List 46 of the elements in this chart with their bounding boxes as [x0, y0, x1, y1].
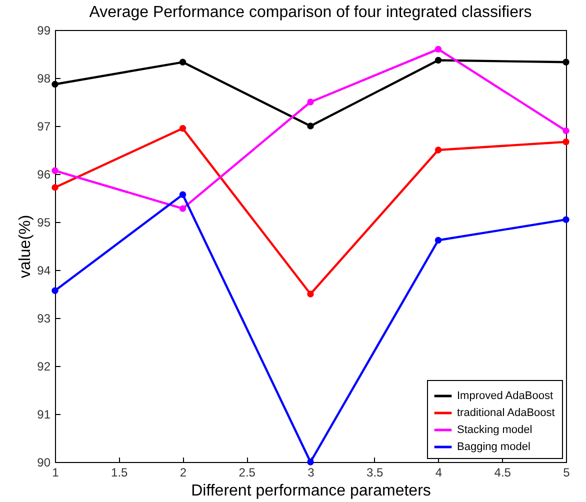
point [179, 58, 186, 66]
point [562, 216, 570, 223]
x-tick-label: 2 [180, 466, 187, 480]
legend-label: Improved AdaBoost [457, 390, 554, 402]
chart-title: Average Performance comparison of four integrated classifiers [89, 4, 532, 21]
point [562, 138, 570, 146]
y-axis-title: value(%) [17, 214, 34, 278]
point [434, 146, 442, 154]
y-tick-label: 92 [37, 360, 51, 374]
x-tick-label: 4 [435, 466, 442, 480]
point [52, 287, 58, 294]
point [179, 191, 186, 198]
legend-label: Bagging model [457, 441, 530, 453]
y-tick-label: 93 [37, 312, 51, 326]
point [562, 58, 570, 66]
point [562, 127, 570, 134]
x-tick-label: 2.5 [238, 466, 256, 480]
y-tick-label: 99 [37, 24, 51, 38]
x-tick-label: 1 [52, 466, 60, 480]
y-tick-label: 98 [37, 72, 51, 86]
y-tick-label: 97 [37, 120, 51, 134]
point [179, 205, 186, 212]
x-tick-label: 5 [563, 466, 570, 480]
point [307, 122, 314, 130]
point [307, 458, 314, 466]
point [434, 46, 442, 53]
y-tick-label: 95 [37, 216, 51, 230]
x-tick-label: 3 [308, 466, 315, 480]
point [179, 125, 186, 132]
point [52, 80, 58, 88]
point [307, 98, 314, 106]
point [307, 290, 314, 298]
point [434, 236, 442, 244]
y-tick-label: 94 [37, 264, 51, 278]
y-tick-label: 90 [37, 456, 51, 470]
x-axis-title: Different performance parameters [191, 482, 431, 500]
x-tick-label: 4.5 [494, 466, 512, 480]
y-tick-label: 91 [37, 408, 51, 422]
legend-label: traditional AdaBoost [457, 407, 555, 419]
y-tick-label: 96 [37, 168, 51, 182]
legend-label: Stacking model [457, 424, 532, 436]
x-tick-label: 1.5 [111, 466, 128, 480]
point [434, 56, 442, 64]
point [52, 167, 58, 174]
point [52, 184, 58, 191]
x-tick-label: 3.5 [366, 466, 384, 480]
